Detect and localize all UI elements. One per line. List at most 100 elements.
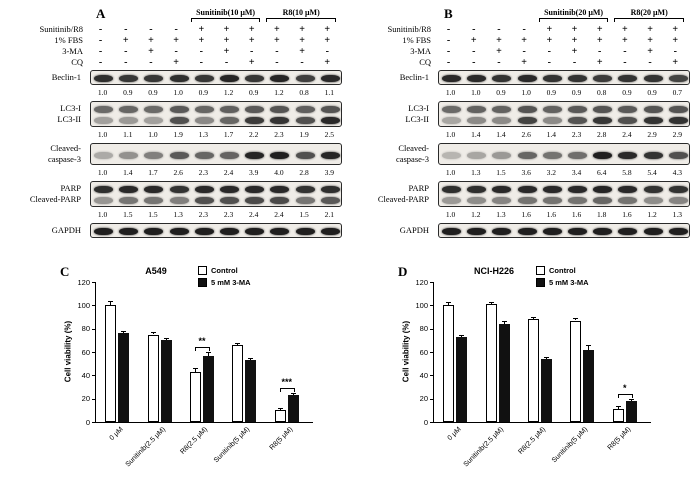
condition-row: 1% FBS - + + + + + + + + + xyxy=(356,35,688,46)
protein-band xyxy=(517,117,537,124)
blot-label-text: LC3-I xyxy=(408,103,429,113)
quantification-value: 0.9 xyxy=(123,88,133,97)
bar-3ma xyxy=(456,336,468,422)
error-bar-cap xyxy=(573,318,579,320)
condition-label: CQ xyxy=(71,57,83,67)
protein-band xyxy=(618,152,638,159)
x-category-label: R8(5 μM) xyxy=(268,426,294,452)
plus-minus-sign: + xyxy=(647,46,653,57)
protein-band xyxy=(618,75,638,82)
quantification-value: 3.4 xyxy=(571,168,582,177)
plus-minus-sign: + xyxy=(571,35,578,46)
quantification-value: 1.3 xyxy=(496,210,506,219)
protein-band xyxy=(643,228,663,235)
quantification-value: 0.7 xyxy=(672,88,682,97)
protein-band xyxy=(668,117,688,124)
plus-minus-sign: - xyxy=(124,46,128,57)
plus-minus-sign: + xyxy=(672,24,679,35)
protein-band xyxy=(220,106,239,113)
quantification-value: 1.5 xyxy=(496,168,506,177)
panel-c-bar-chart: C A549 Control 5 mM 3-MA 0 20 40 60 80 100 120 Cell… xyxy=(56,256,366,488)
error-bar-cap xyxy=(163,338,169,339)
condition-label: 1% FBS xyxy=(54,35,83,45)
y-tick xyxy=(430,375,433,377)
plus-minus-sign: - xyxy=(98,24,103,35)
error-bar xyxy=(461,334,463,337)
treatment-label: Sunitinib(20 μM) xyxy=(544,8,604,17)
quantification-value: 0.9 xyxy=(496,88,506,97)
quantification-value: 2.8 xyxy=(597,130,607,139)
protein-band xyxy=(94,106,113,113)
protein-band xyxy=(94,197,113,204)
protein-band xyxy=(320,186,340,193)
error-bar xyxy=(250,357,252,361)
blot-box xyxy=(90,181,342,207)
error-bar-cap xyxy=(150,332,156,334)
protein-band xyxy=(270,75,290,82)
plus-minus-sign: + xyxy=(647,24,653,35)
quantification-row: 1.0 1.2 1.3 1.6 1.6 1.6 1.8 1.6 1.2 1.3 xyxy=(438,209,690,220)
quantification-value: 1.0 xyxy=(445,168,456,177)
plus-minus-sign: + xyxy=(672,57,679,68)
protein-band xyxy=(542,152,562,159)
plus-minus-sign: + xyxy=(299,46,305,57)
quantification-row: 1.0 0.9 0.9 1.0 0.9 1.2 0.9 1.2 0.8 1.1 xyxy=(90,87,342,98)
quantification-value: 6.4 xyxy=(597,168,607,177)
protein-band xyxy=(517,197,537,204)
blot-label-text: GAPDH xyxy=(399,225,429,235)
protein-band xyxy=(295,228,315,235)
plus-minus-sign: + xyxy=(173,57,179,68)
protein-band xyxy=(442,152,461,159)
protein-band xyxy=(119,228,139,235)
protein-band xyxy=(119,152,139,159)
condition-label: 1% FBS xyxy=(402,35,431,45)
plus-minus-sign: - xyxy=(98,35,103,46)
y-tick-label: 60 xyxy=(419,347,428,357)
protein-band xyxy=(643,197,663,204)
protein-band xyxy=(442,186,461,193)
protein-band xyxy=(270,152,290,159)
condition-label: CQ xyxy=(419,57,431,67)
protein-band xyxy=(144,106,164,113)
quantification-value: 1.9 xyxy=(173,130,183,139)
protein-band xyxy=(542,75,562,82)
error-bar xyxy=(630,398,632,401)
plus-minus-sign: - xyxy=(98,46,103,57)
quantification-value: 0.9 xyxy=(249,88,259,97)
blot-label-text: Cleaved-PARP xyxy=(29,194,81,204)
plus-minus-sign: - xyxy=(275,57,279,68)
protein-band xyxy=(668,75,688,82)
panel-letter: B xyxy=(444,6,453,21)
x-axis xyxy=(95,422,313,423)
bar-3ma xyxy=(541,359,552,422)
plus-minus-sign: + xyxy=(521,57,527,68)
protein-band xyxy=(568,117,587,124)
protein-band xyxy=(119,75,139,82)
treatment-label: Sunitinib(10 μM) xyxy=(196,8,256,17)
quantification-value: 2.3 xyxy=(198,210,209,219)
quantification-value: 1.6 xyxy=(571,210,582,219)
protein-band xyxy=(169,106,189,113)
protein-band xyxy=(194,117,214,124)
protein-band xyxy=(194,197,214,204)
chart-title: NCI-H226 xyxy=(473,266,514,276)
protein-band xyxy=(94,75,113,82)
treatment-bracket: Sunitinib(20 μM) xyxy=(538,8,609,22)
plus-minus-sign: + xyxy=(122,35,129,46)
protein-band xyxy=(270,117,290,124)
protein-band xyxy=(144,186,164,193)
panel-a-western-blot: A Sunitinib(10 μM) R8(10 μM) Sunitinib/R8- -… xyxy=(8,6,344,242)
plus-minus-sign: - xyxy=(472,57,476,68)
protein-band xyxy=(119,197,139,204)
protein-band xyxy=(593,186,613,193)
blot-label-text: caspase-3 xyxy=(395,154,429,164)
protein-band xyxy=(320,228,340,235)
quantification-value: 1.5 xyxy=(123,210,133,219)
plus-minus-sign: - xyxy=(199,57,204,68)
protein-band xyxy=(94,186,113,193)
quantification-value: 2.4 xyxy=(622,130,632,139)
error-bar-cap xyxy=(248,357,254,359)
treatment-bracket: R8(20 μM) xyxy=(614,8,684,22)
plus-minus-sign: + xyxy=(274,35,280,46)
plus-minus-sign: - xyxy=(250,46,254,57)
